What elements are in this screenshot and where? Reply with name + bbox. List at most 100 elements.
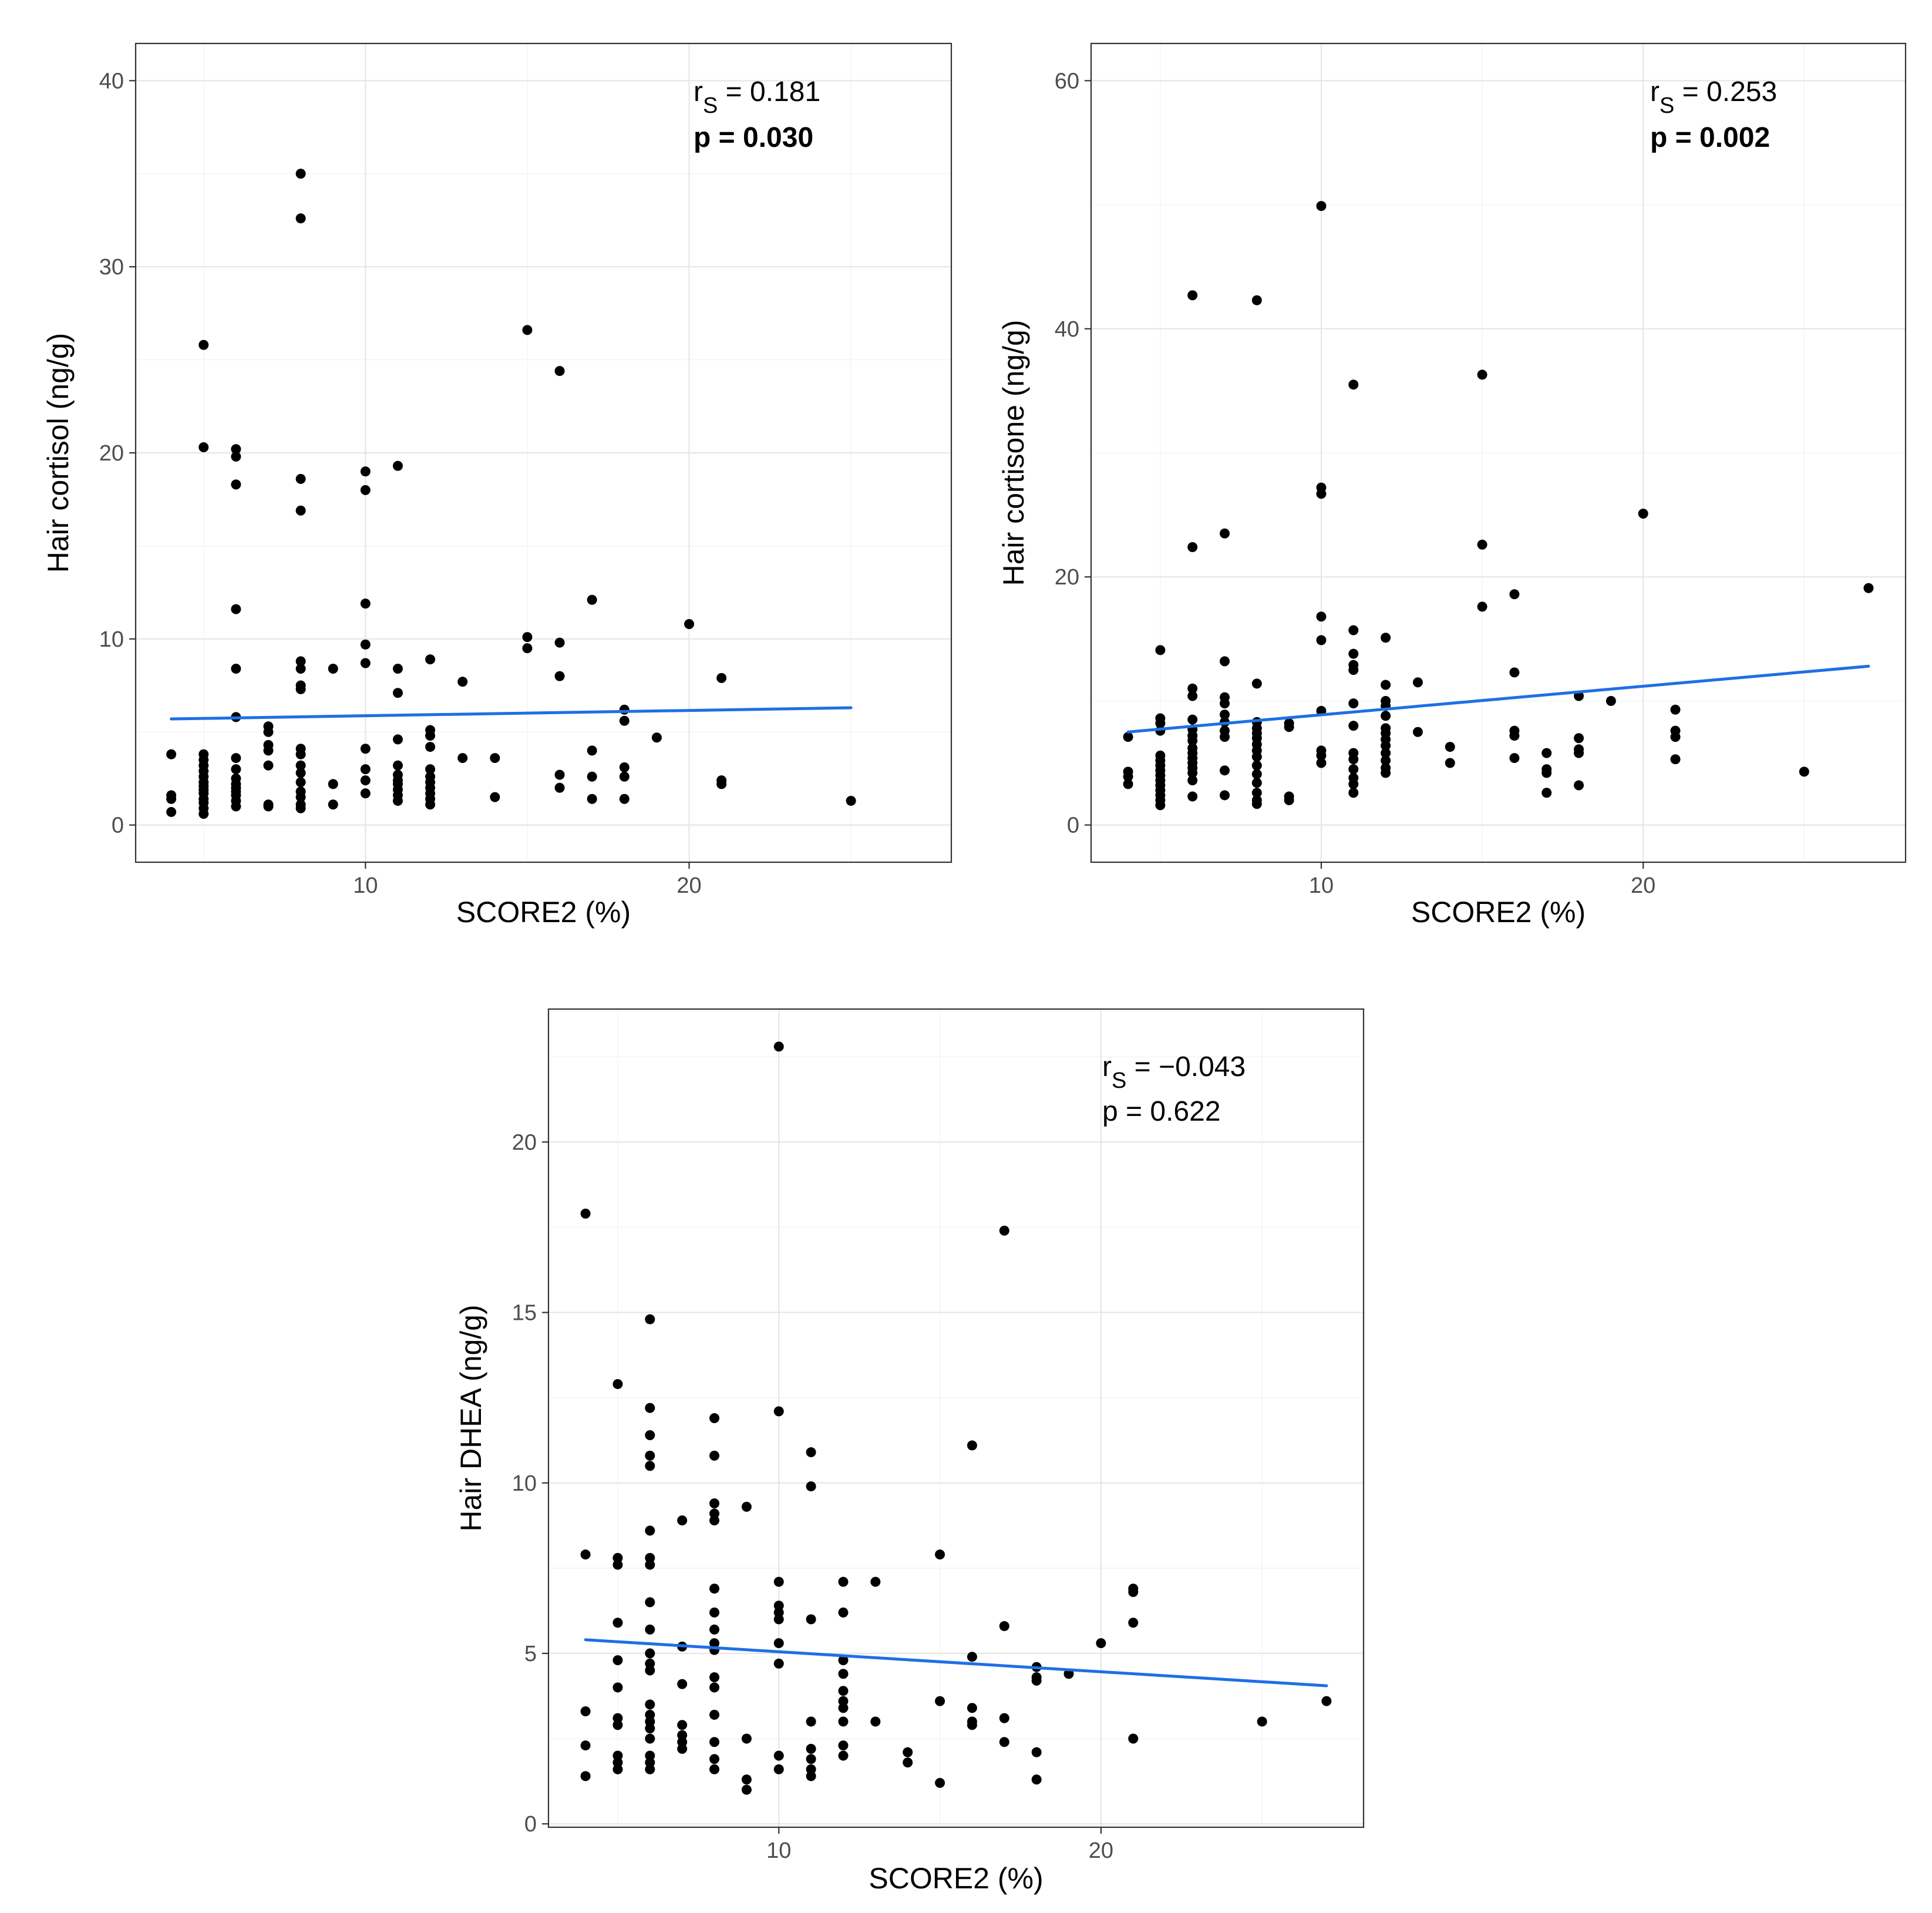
data-point <box>1348 764 1359 775</box>
data-point <box>295 792 306 802</box>
data-point <box>1541 748 1552 758</box>
data-point <box>612 1682 623 1693</box>
data-point <box>425 742 436 752</box>
data-point <box>231 753 241 764</box>
data-point <box>684 618 695 629</box>
data-point <box>999 1713 1009 1723</box>
data-point <box>967 1440 977 1451</box>
data-point <box>1187 714 1198 725</box>
data-point <box>1477 539 1487 550</box>
data-point <box>1348 648 1359 659</box>
data-point <box>651 732 662 743</box>
data-point <box>1348 665 1359 675</box>
data-point <box>198 809 209 819</box>
data-point <box>295 213 306 224</box>
data-point <box>1605 695 1616 706</box>
data-point <box>1096 1638 1106 1649</box>
data-point <box>716 779 727 789</box>
data-point <box>1220 790 1230 801</box>
data-point <box>231 451 241 462</box>
data-point <box>838 1750 849 1761</box>
data-point <box>1509 731 1520 741</box>
data-point <box>838 1716 849 1727</box>
data-point <box>1220 698 1230 709</box>
data-point <box>709 1764 720 1774</box>
data-point <box>1348 379 1359 390</box>
y-tick-label: 20 <box>99 441 124 466</box>
data-point <box>392 664 403 674</box>
data-point <box>1187 735 1198 746</box>
data-point <box>360 485 371 495</box>
data-point <box>1251 769 1262 779</box>
data-point <box>677 1515 688 1526</box>
data-point <box>619 794 630 804</box>
data-point <box>741 1501 752 1512</box>
data-point <box>1321 1696 1332 1706</box>
regression-line <box>584 1638 1328 1687</box>
data-point <box>645 1450 655 1461</box>
data-point <box>806 1447 816 1458</box>
data-point <box>709 1737 720 1747</box>
data-point <box>1123 732 1133 742</box>
data-point <box>1187 691 1198 701</box>
data-point <box>1381 711 1391 721</box>
data-point <box>709 1583 720 1594</box>
data-point <box>1251 760 1262 771</box>
regression-line <box>1126 664 1870 734</box>
data-point <box>935 1778 945 1788</box>
data-point <box>522 325 533 335</box>
data-point <box>1031 1774 1042 1785</box>
data-point <box>645 1723 655 1734</box>
data-point <box>1670 754 1681 765</box>
data-point <box>295 803 306 813</box>
data-point <box>580 1208 591 1219</box>
data-point <box>612 1379 623 1389</box>
data-point <box>1220 710 1230 720</box>
correlation-subscript: S <box>703 93 718 118</box>
x-tick-label: 10 <box>1309 873 1334 898</box>
data-point <box>709 1672 720 1683</box>
data-point <box>612 1618 623 1628</box>
data-point <box>198 442 209 452</box>
data-point <box>677 1679 688 1689</box>
panel-border <box>134 42 952 863</box>
y-tick-label: 5 <box>524 1642 537 1666</box>
data-point <box>645 1648 655 1659</box>
data-point <box>612 1720 623 1730</box>
data-point <box>587 594 597 605</box>
data-point <box>1412 677 1423 688</box>
y-tick-label: 0 <box>524 1812 537 1837</box>
data-point <box>612 1764 623 1774</box>
data-point <box>295 768 306 778</box>
data-point <box>295 169 306 179</box>
data-point <box>1187 290 1198 301</box>
data-point <box>677 1744 688 1754</box>
data-point <box>1799 766 1809 777</box>
data-point <box>1348 779 1359 789</box>
data-point <box>360 744 371 754</box>
data-point <box>1670 732 1681 742</box>
data-point <box>360 599 371 609</box>
data-point <box>1187 791 1198 802</box>
data-point <box>1128 1587 1139 1598</box>
y-tick-label: 20 <box>1055 565 1079 590</box>
data-point <box>1670 704 1681 715</box>
y-tick-label: 40 <box>1055 317 1079 342</box>
p-value-label: p = 0.030 <box>694 122 813 153</box>
data-point <box>1863 583 1874 593</box>
data-point <box>870 1576 881 1587</box>
correlation-label: rS = −0.043 <box>1102 1051 1246 1093</box>
data-point <box>645 1559 655 1570</box>
correlation-subscript: S <box>1112 1068 1126 1093</box>
data-point <box>741 1733 752 1744</box>
data-point <box>490 792 500 802</box>
data-point <box>231 664 241 674</box>
data-point <box>1381 755 1391 766</box>
data-point <box>295 664 306 674</box>
data-point <box>263 760 274 771</box>
data-point <box>1123 771 1133 782</box>
data-point <box>838 1686 849 1696</box>
data-point <box>773 1750 784 1761</box>
data-point <box>1187 775 1198 786</box>
